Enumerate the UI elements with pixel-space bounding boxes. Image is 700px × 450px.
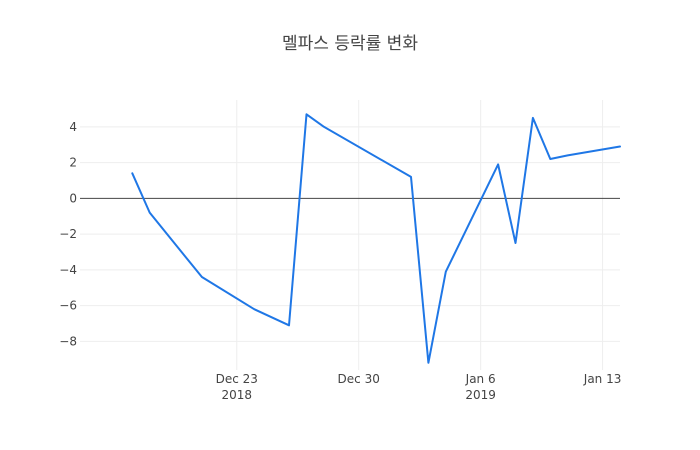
y-tick-label: −2 xyxy=(59,227,77,241)
axes: 4 2 0 −2 −4 −6 −8 Dec 23 2018 Dec 30 Jan 6 2019 Jan … xyxy=(59,120,621,402)
y-tick-label: −8 xyxy=(59,334,77,348)
y-tick-label: −4 xyxy=(59,263,77,277)
x-tick-label: Jan 13 xyxy=(583,372,622,386)
y-tick-label: 4 xyxy=(69,120,77,134)
y-tick-label: 0 xyxy=(69,191,77,205)
x-tick-label: Dec 30 xyxy=(338,372,380,386)
x-tick-label: Jan 6 xyxy=(465,372,496,386)
x-tick-label: Dec 23 xyxy=(216,372,258,386)
series-line xyxy=(131,113,621,364)
x-tick-year-label: 2018 xyxy=(222,388,253,402)
y-tick-label: −6 xyxy=(59,299,77,313)
x-tick-year-label: 2019 xyxy=(465,388,496,402)
chart-title: 멜파스 등락률 변화 xyxy=(282,34,418,54)
y-tick-label: 2 xyxy=(69,156,77,170)
grid xyxy=(80,100,620,370)
series-layer xyxy=(131,113,621,364)
